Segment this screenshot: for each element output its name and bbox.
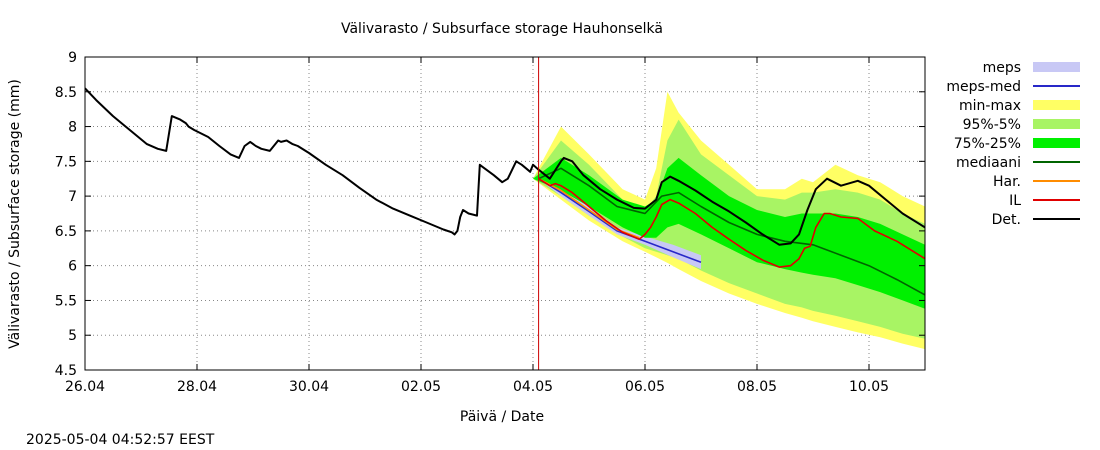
- x-tick-label: 02.05: [401, 379, 441, 395]
- legend-label: 95%-5%: [963, 117, 1021, 133]
- axes: 4.5 5 5.5 6 6.5 7 7.5 8 8.5 9 26.04 28.04 30.04 02.05…: [55, 50, 925, 395]
- y-tick-label: 4.5: [55, 363, 77, 379]
- legend-swatch: [1033, 119, 1080, 129]
- x-tick-label: 28.04: [177, 379, 217, 395]
- x-tick-label: 26.04: [65, 379, 105, 395]
- legend-swatch: [1033, 62, 1080, 72]
- y-tick-label: 7.5: [55, 154, 77, 170]
- legend-label: min-max: [959, 98, 1021, 114]
- series-line-il: [538, 178, 925, 268]
- plot-area: 4.5 5 5.5 6 6.5 7 7.5 8 8.5 9 26.04 28.04 30.04 02.05…: [55, 50, 926, 395]
- legend-label: IL: [1009, 193, 1021, 209]
- y-tick-label: 6: [68, 259, 77, 275]
- band-75-25: [533, 157, 925, 309]
- legend-swatch: [1033, 138, 1080, 148]
- legend-label: mediaani: [956, 155, 1021, 171]
- legend-label: Har.: [993, 174, 1021, 190]
- legend: meps meps-med min-max 95%-5% 75%-25% mediaani…: [946, 60, 1080, 228]
- series-layer: [85, 87, 925, 350]
- chart-title: Välivarasto / Subsurface storage Hauhons…: [341, 21, 663, 37]
- series-line-mediaani: [538, 167, 925, 296]
- y-tick-label: 9: [68, 50, 77, 66]
- x-axis-label: Päivä / Date: [460, 409, 544, 425]
- y-axis-label: Välivarasto / Subsurface storage (mm): [7, 79, 23, 349]
- legend-swatch: [1033, 100, 1080, 110]
- y-tick-label: 7: [68, 189, 77, 205]
- legend-label: meps-med: [946, 79, 1021, 95]
- x-tick-label: 04.05: [513, 379, 553, 395]
- timestamp: 2025-05-04 04:52:57 EEST: [26, 432, 215, 448]
- series-line-mepsmed: [538, 178, 702, 263]
- y-tick-label: 6.5: [55, 224, 77, 240]
- legend-label: 75%-25%: [954, 136, 1021, 152]
- x-tick-label: 06.05: [625, 379, 665, 395]
- y-tick-label: 8: [68, 120, 77, 136]
- y-tick-label: 5.5: [55, 293, 77, 309]
- x-tick-label: 08.05: [737, 379, 777, 395]
- plot-frame: [84, 56, 926, 371]
- legend-label: meps: [983, 60, 1021, 76]
- legend-label: Det.: [992, 212, 1021, 228]
- x-tick-label: 30.04: [289, 379, 329, 395]
- x-tick-label: 10.05: [849, 379, 889, 395]
- series-line-det: [85, 87, 925, 246]
- y-tick-label: 5: [68, 328, 77, 344]
- y-tick-label: 8.5: [55, 85, 77, 101]
